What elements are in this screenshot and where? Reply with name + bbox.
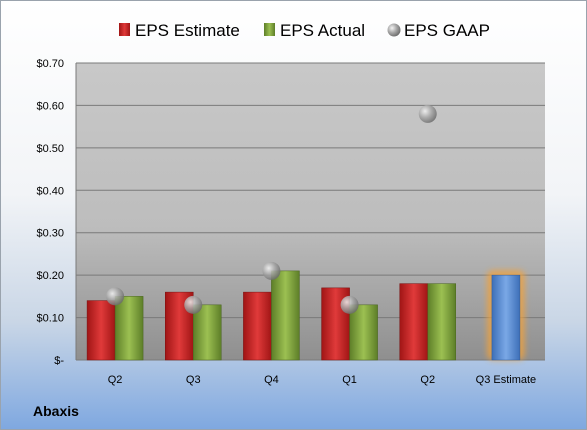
estimate-bar [86, 300, 116, 361]
legend-label: EPS Actual [280, 21, 365, 40]
y-tick-label: $0.30 [36, 228, 64, 240]
gaap-point [262, 261, 281, 280]
legend-swatch-gaap [387, 23, 401, 37]
y-tick-label: $- [54, 355, 64, 367]
y-tick-label: $0.60 [36, 100, 64, 112]
y-tick-label: $0.40 [36, 185, 64, 197]
actual-bar [114, 296, 144, 361]
plot-area [76, 63, 545, 360]
legend-swatch-estimate [119, 23, 130, 36]
company-label: Abaxis [33, 403, 79, 419]
x-tick-label: Q3 Estimate [476, 374, 537, 386]
x-tick-label: Q3 [186, 374, 201, 386]
legend-label: EPS GAAP [404, 21, 490, 40]
y-tick-label: $0.50 [36, 143, 64, 155]
x-tick-label: Q2 [420, 374, 435, 386]
gaap-point [340, 295, 359, 314]
y-tick-label: $0.20 [36, 270, 64, 282]
x-tick-label: Q2 [108, 374, 123, 386]
y-tick-label: $0.10 [36, 313, 64, 325]
gaap-point [106, 287, 125, 306]
legend-swatch-actual [264, 23, 275, 36]
actual-bar [271, 270, 300, 361]
actual-bar [193, 304, 222, 361]
q3-estimate-bar [491, 274, 521, 361]
legend-label: EPS Estimate [135, 21, 240, 40]
gaap-point [184, 295, 203, 314]
x-tick-label: Q4 [264, 374, 279, 386]
estimate-bar [399, 283, 428, 361]
actual-bar [427, 283, 456, 361]
x-tick-label: Q1 [342, 374, 357, 386]
y-tick-label: $0.70 [36, 58, 64, 70]
actual-bar [349, 304, 378, 361]
estimate-bar [243, 291, 272, 361]
gaap-point [418, 104, 437, 123]
